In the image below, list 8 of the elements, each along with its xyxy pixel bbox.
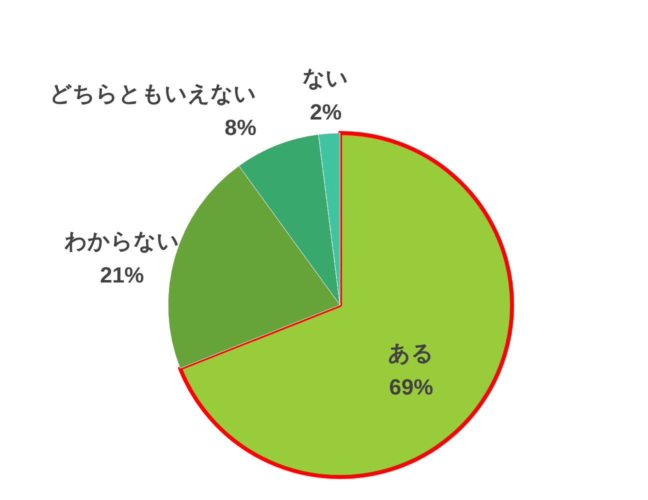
data-label: 69%: [389, 374, 434, 400]
slice-label: ある: [388, 340, 434, 366]
data-label: 2%: [310, 99, 342, 124]
slice-label: どちらともいえない: [49, 80, 256, 106]
slice-label: わからない: [63, 228, 180, 254]
data-label: 8%: [224, 114, 256, 140]
data-label: 21%: [100, 262, 144, 288]
slice-label: ない: [302, 65, 349, 90]
